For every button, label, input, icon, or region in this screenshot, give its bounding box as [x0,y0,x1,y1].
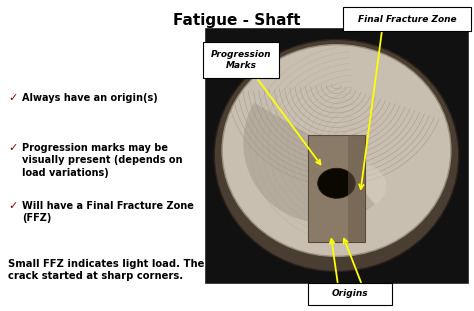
Ellipse shape [222,45,451,256]
Text: Progression
Marks: Progression Marks [211,50,271,70]
FancyBboxPatch shape [205,28,468,283]
Text: Small FFZ indicates light load. The
crack started at sharp corners.: Small FFZ indicates light load. The crac… [8,259,204,281]
Text: ✓: ✓ [8,143,18,153]
FancyBboxPatch shape [308,283,392,305]
Text: Final Fracture Zone: Final Fracture Zone [358,15,456,24]
FancyBboxPatch shape [203,42,279,78]
FancyBboxPatch shape [308,135,365,242]
Wedge shape [243,103,375,223]
Ellipse shape [318,199,345,224]
Text: ✓: ✓ [8,93,18,103]
Text: Will have a Final Fracture Zone
(FFZ): Will have a Final Fracture Zone (FFZ) [22,201,194,223]
Text: ✓: ✓ [8,201,18,211]
FancyBboxPatch shape [343,7,471,31]
Ellipse shape [318,168,356,198]
Ellipse shape [328,163,386,209]
Text: Progression marks may be
visually present (depends on
load variations): Progression marks may be visually presen… [22,143,182,178]
Text: Always have an origin(s): Always have an origin(s) [22,93,158,103]
Text: Origins: Origins [332,290,368,299]
FancyBboxPatch shape [348,135,365,242]
Ellipse shape [214,39,459,272]
Text: Fatigue - Shaft: Fatigue - Shaft [173,13,301,28]
